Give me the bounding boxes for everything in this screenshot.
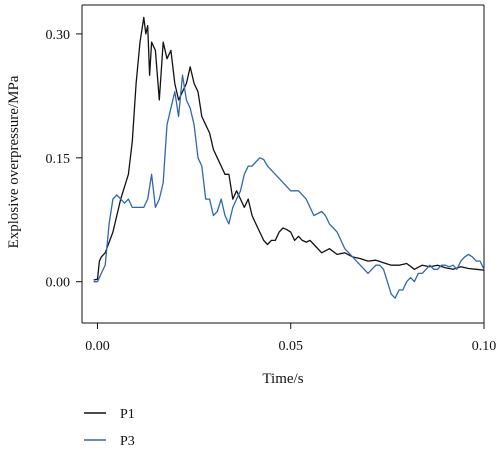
legend-label-p3: P3 (120, 434, 135, 449)
x-tick-label: 0.10 (472, 339, 497, 354)
y-axis-title: Explosive overpressure/MPa (6, 75, 22, 248)
axis-ticks: 0.00 0.05 0.10 0.00 0.15 0.30 (46, 28, 497, 354)
x-axis-title: Time/s (262, 371, 303, 387)
series-layer (93, 16, 485, 299)
x-tick-label: 0.00 (85, 339, 110, 354)
y-tick-label: 0.30 (46, 28, 71, 43)
series-line-p3 (93, 74, 485, 299)
plot-frame (81, 4, 485, 324)
y-tick-label: 0.15 (46, 152, 71, 167)
series-line-p1 (93, 16, 485, 281)
x-tick-label: 0.05 (278, 339, 303, 354)
legend: P1 P3 (84, 407, 135, 449)
legend-label-p1: P1 (120, 407, 135, 422)
y-tick-label: 0.00 (46, 276, 71, 291)
